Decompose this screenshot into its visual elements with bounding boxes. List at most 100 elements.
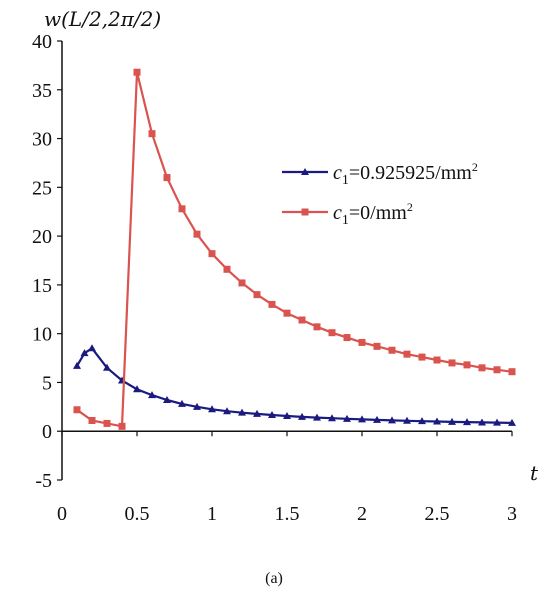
data-point bbox=[493, 418, 501, 426]
legend-subscript: 1 bbox=[342, 213, 349, 228]
legend-superscript: 2 bbox=[407, 200, 413, 214]
x-tick-label: 3 bbox=[507, 503, 517, 525]
data-point bbox=[313, 413, 321, 421]
legend-subscript: 1 bbox=[342, 173, 349, 188]
series-line bbox=[76, 347, 513, 424]
data-point bbox=[193, 402, 201, 410]
data-point bbox=[358, 415, 366, 423]
data-point bbox=[448, 359, 456, 367]
data-point bbox=[298, 412, 306, 420]
data-point bbox=[133, 385, 141, 393]
data-point bbox=[268, 300, 276, 308]
data-point bbox=[463, 361, 471, 369]
data-point bbox=[253, 409, 261, 417]
data-point bbox=[283, 412, 291, 420]
data-point bbox=[478, 418, 486, 426]
data-point bbox=[163, 174, 171, 182]
data-point bbox=[343, 414, 351, 422]
data-point bbox=[253, 291, 261, 299]
data-point bbox=[508, 368, 516, 376]
figure-caption: (a) bbox=[265, 570, 283, 587]
data-point bbox=[88, 416, 96, 424]
legend-swatch-marker bbox=[301, 208, 309, 216]
legend-superscript: 2 bbox=[472, 160, 478, 174]
data-point bbox=[193, 230, 201, 238]
data-point bbox=[103, 419, 111, 427]
data-point bbox=[418, 417, 426, 425]
data-point bbox=[208, 250, 216, 258]
x-axis-label: t bbox=[530, 461, 539, 485]
data-point bbox=[73, 361, 81, 369]
y-tick-label: 25 bbox=[32, 177, 52, 199]
data-point bbox=[403, 350, 411, 358]
legend-label: c1=0/mm2 bbox=[333, 200, 413, 228]
data-point bbox=[343, 334, 351, 342]
data-point bbox=[373, 415, 381, 423]
y-axis-label: w(L/2,2π/2) bbox=[44, 7, 161, 31]
data-point bbox=[88, 344, 96, 352]
x-axis-ticks: 0 0.5 1 1.5 2 2.5 3 bbox=[57, 431, 517, 525]
data-point bbox=[238, 279, 246, 287]
legend-label: c1=0.925925/mm2 bbox=[333, 160, 478, 188]
data-point bbox=[313, 323, 321, 331]
x-tick-label: 0.5 bbox=[125, 503, 150, 525]
y-tick-label: 20 bbox=[32, 226, 52, 248]
data-point bbox=[103, 363, 111, 371]
data-point bbox=[133, 68, 141, 76]
data-point bbox=[433, 356, 441, 364]
series-line bbox=[76, 71, 513, 428]
data-point bbox=[208, 405, 216, 413]
y-tick-label: 30 bbox=[32, 129, 52, 151]
y-tick-label: 10 bbox=[32, 324, 52, 346]
y-axis-ticks: -5 0 5 10 15 20 25 30 35 40 bbox=[32, 31, 62, 492]
data-point bbox=[178, 399, 186, 407]
x-tick-label: 0 bbox=[57, 503, 67, 525]
data-point bbox=[283, 309, 291, 317]
data-point bbox=[148, 130, 156, 138]
x-tick-label: 1 bbox=[207, 503, 217, 525]
data-point bbox=[433, 417, 441, 425]
y-tick-label: 35 bbox=[32, 80, 52, 102]
data-point bbox=[223, 265, 231, 273]
y-tick-label: -5 bbox=[35, 470, 52, 492]
series-layer bbox=[73, 68, 516, 430]
series-2 bbox=[73, 68, 516, 430]
legend-value: =0/mm bbox=[349, 202, 407, 224]
data-point bbox=[178, 205, 186, 213]
y-tick-label: 15 bbox=[32, 275, 52, 297]
data-point bbox=[478, 364, 486, 372]
data-point bbox=[358, 338, 366, 346]
data-point bbox=[298, 316, 306, 324]
x-tick-label: 2.5 bbox=[425, 503, 450, 525]
data-point bbox=[493, 366, 501, 374]
data-point bbox=[328, 329, 336, 337]
legend-symbol: c bbox=[333, 202, 342, 224]
data-point bbox=[163, 396, 171, 404]
data-point bbox=[223, 407, 231, 415]
series-1 bbox=[73, 344, 516, 426]
legend-entry-1: c1=0.925925/mm2 bbox=[282, 160, 478, 188]
y-tick-label: 0 bbox=[42, 421, 52, 443]
data-point bbox=[448, 417, 456, 425]
data-point bbox=[148, 391, 156, 399]
data-point bbox=[463, 418, 471, 426]
data-point bbox=[403, 416, 411, 424]
data-point bbox=[418, 353, 426, 361]
data-point bbox=[388, 416, 396, 424]
legend-entry-2: c1=0/mm2 bbox=[282, 200, 413, 228]
legend-swatch-marker bbox=[301, 168, 309, 175]
y-tick-label: 40 bbox=[32, 31, 52, 53]
y-tick-label: 5 bbox=[42, 372, 52, 394]
legend-value: =0.925925/mm bbox=[349, 162, 472, 184]
data-point bbox=[373, 342, 381, 350]
x-tick-label: 2 bbox=[357, 503, 367, 525]
data-point bbox=[388, 346, 396, 354]
data-point bbox=[508, 418, 516, 426]
data-point bbox=[118, 422, 126, 430]
data-point bbox=[328, 414, 336, 422]
legend-symbol: c bbox=[333, 162, 342, 184]
data-point bbox=[80, 349, 89, 357]
data-point bbox=[73, 406, 81, 414]
